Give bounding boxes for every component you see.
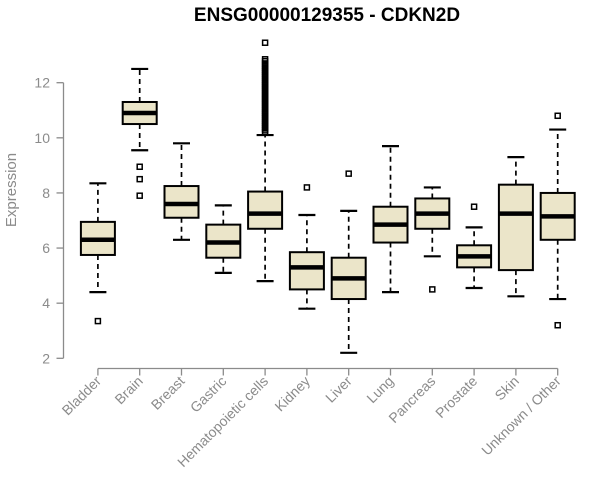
outlier-point [261, 39, 269, 46]
box-group-kidney [288, 184, 325, 310]
box-group-brain [121, 67, 158, 199]
box-group-pancreas [414, 186, 451, 293]
outlier-point [136, 175, 143, 183]
outlier-point [554, 112, 561, 120]
outlier-point [554, 321, 561, 329]
box-group-liver [330, 170, 367, 354]
y-tick-label: 8 [42, 185, 50, 201]
outlier-point [345, 170, 352, 177]
y-tick-label: 2 [42, 350, 50, 366]
box-group-skin [497, 156, 534, 298]
plot-area [79, 39, 576, 354]
y-tick-label: 6 [42, 240, 50, 256]
y-tick-label: 12 [34, 75, 50, 91]
box-group-hematopoietic-cells [247, 39, 284, 283]
x-tick-label-prostate: Prostate [432, 373, 480, 421]
outlier-point [470, 203, 478, 210]
box-group-lung [372, 144, 409, 294]
iqr-box [497, 183, 534, 272]
iqr-box [247, 190, 284, 230]
outlier-point [303, 184, 311, 191]
outlier-point [136, 192, 143, 199]
box-group-prostate [456, 203, 493, 290]
x-tick-label-kidney: Kidney [271, 373, 313, 415]
x-tick-label-bladder: Bladder [59, 373, 105, 419]
outlier-point [429, 286, 436, 293]
box-group-unknown-other [539, 112, 576, 329]
outlier-point [94, 317, 102, 325]
x-tick-label-liver: Liver [322, 373, 355, 406]
outlier-point [261, 56, 269, 63]
iqr-box [288, 251, 325, 291]
y-axis-label: Expression [3, 153, 20, 227]
box-group-bladder [79, 182, 116, 325]
x-tick-label-lung: Lung [363, 373, 396, 406]
x-tick-label-brain: Brain [111, 373, 145, 407]
outlier-point [136, 163, 143, 171]
y-tick-label: 4 [42, 295, 50, 311]
x-tick-label-skin: Skin [491, 373, 522, 404]
box-group-gastric [205, 204, 242, 274]
x-tick-label-unknown-other: Unknown / Other [478, 373, 564, 459]
y-axis: 2 4 6 8 10 12 [34, 75, 65, 366]
chart-title: ENSG00000129355 - CDKN2D [194, 5, 460, 26]
y-tick-label: 10 [34, 130, 50, 146]
box-group-breast [163, 142, 200, 241]
x-tick-label-breast: Breast [148, 373, 188, 413]
